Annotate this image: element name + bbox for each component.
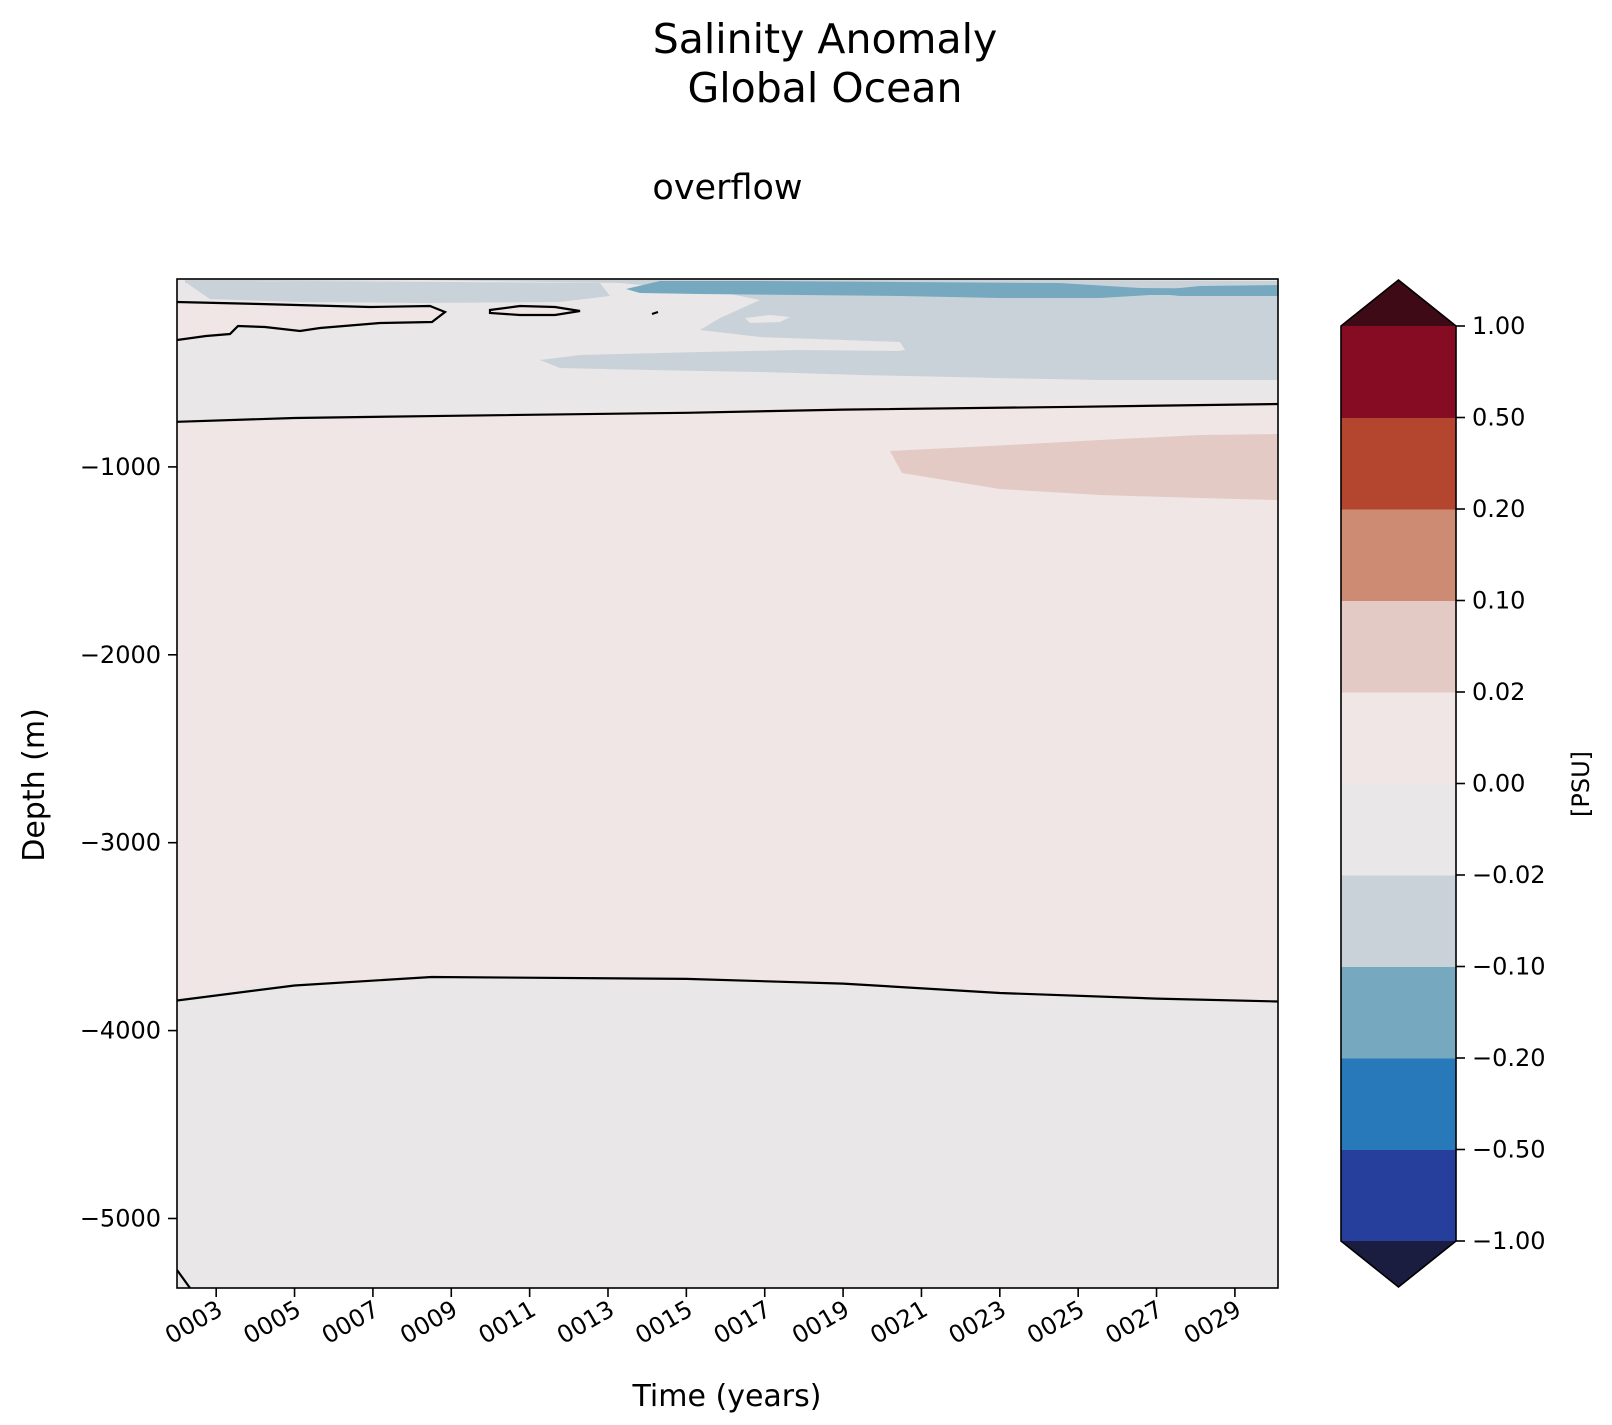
colorbar-tick-label: 0.00 <box>1472 770 1525 798</box>
colorbar-tick-label: −0.02 <box>1472 861 1546 889</box>
colorbar-tick-label: −0.50 <box>1472 1136 1546 1164</box>
x-tick-label: 0025 <box>1022 1295 1089 1350</box>
colorbar-band <box>1341 692 1456 784</box>
y-axis: −1000 −2000 −3000 −4000 −5000 <box>80 453 177 1232</box>
x-tick-label: 0017 <box>709 1295 776 1350</box>
colorbar-tick-label: 1.00 <box>1472 312 1525 340</box>
colorbar-tick-label: 0.20 <box>1472 495 1525 523</box>
y-axis-label: Depth (m) <box>17 708 52 862</box>
y-tick-label: −5000 <box>80 1204 161 1232</box>
plot-frame <box>176 278 1279 1289</box>
y-tick-label: −4000 <box>80 1017 161 1045</box>
x-tick-label: 0013 <box>552 1295 619 1350</box>
colorbar-band <box>1341 326 1456 418</box>
x-axis: 0003 0005 0007 0009 0011 0013 0015 0017 0019 0021… <box>160 1288 1246 1350</box>
x-tick-label: 0029 <box>1179 1295 1246 1350</box>
x-tick-label: 0007 <box>317 1295 384 1350</box>
chart-title: Salinity Anomaly <box>652 15 998 63</box>
zero-contour-tiny-loop <box>651 310 659 316</box>
zero-contour-near-surface <box>177 300 448 342</box>
fill-subsurface-light-blue-band <box>540 350 1278 380</box>
zero-contour-upper <box>177 402 1278 423</box>
fill-small-near-zero-patch <box>745 315 790 323</box>
colorbar-band <box>1341 600 1456 693</box>
x-tick-label: 0011 <box>474 1295 541 1350</box>
fill-mid-depth-near-zero-positive <box>177 401 1278 1000</box>
y-tick-label: −2000 <box>80 641 161 669</box>
colorbar-band <box>1341 783 1456 876</box>
fill-positive-wedge <box>890 434 1278 500</box>
fill-near-surface-positive-patch <box>177 302 445 340</box>
fill-surface-light-blue <box>185 280 1278 380</box>
zero-contour-near-surface-loop <box>488 304 581 317</box>
colorbar-band <box>1341 1058 1456 1150</box>
y-tick-label: −3000 <box>80 829 161 857</box>
colorbar-tick-label: −0.20 <box>1472 1044 1546 1072</box>
zero-contours <box>177 300 1278 1288</box>
fill-surface-blue-edge <box>1140 285 1278 296</box>
x-tick-label: 0003 <box>160 1295 227 1350</box>
colorbar-band <box>1341 966 1456 1059</box>
x-tick-label: 0005 <box>239 1295 306 1350</box>
fill-surface-light-blue-2 <box>185 281 610 303</box>
y-tick-label: −1000 <box>80 453 161 481</box>
x-tick-label: 0019 <box>787 1295 854 1350</box>
colorbar-band <box>1341 875 1456 967</box>
colorbar-tick-label: 0.50 <box>1472 404 1525 432</box>
colorbar-band <box>1341 1149 1456 1242</box>
colorbar: −1.00 −0.50 −0.20 −0.10 −0.02 0.00 0.02 0.10 0.2… <box>1340 278 1546 1289</box>
fill-surface-blue <box>626 281 1278 298</box>
x-tick-label: 0009 <box>395 1295 462 1350</box>
colorbar-extend-over <box>1341 280 1456 326</box>
x-axis-label: Time (years) <box>632 1379 822 1414</box>
colorbar-band <box>1341 417 1456 510</box>
chart-subtitle: overflow <box>652 168 803 208</box>
colorbar-tick-label: −1.00 <box>1472 1227 1546 1255</box>
zero-contour-lower <box>177 975 1278 1003</box>
colorbar-tick-label: 0.02 <box>1472 678 1525 706</box>
x-tick-label: 0023 <box>944 1295 1011 1350</box>
contour-fills <box>177 279 1278 1288</box>
colorbar-tick-label: 0.10 <box>1472 587 1525 615</box>
x-tick-label: 0015 <box>630 1295 697 1350</box>
colorbar-band <box>1341 509 1456 601</box>
colorbar-label: [PSU] <box>1567 751 1595 817</box>
x-tick-label: 0027 <box>1101 1295 1168 1350</box>
colorbar-tick-label: −0.10 <box>1472 953 1546 981</box>
x-tick-label: 0021 <box>866 1295 933 1350</box>
chart-title-line-2: Global Ocean <box>687 64 963 112</box>
colorbar-extend-under <box>1341 1241 1456 1287</box>
zero-contour-bottom-corner <box>177 1269 191 1288</box>
